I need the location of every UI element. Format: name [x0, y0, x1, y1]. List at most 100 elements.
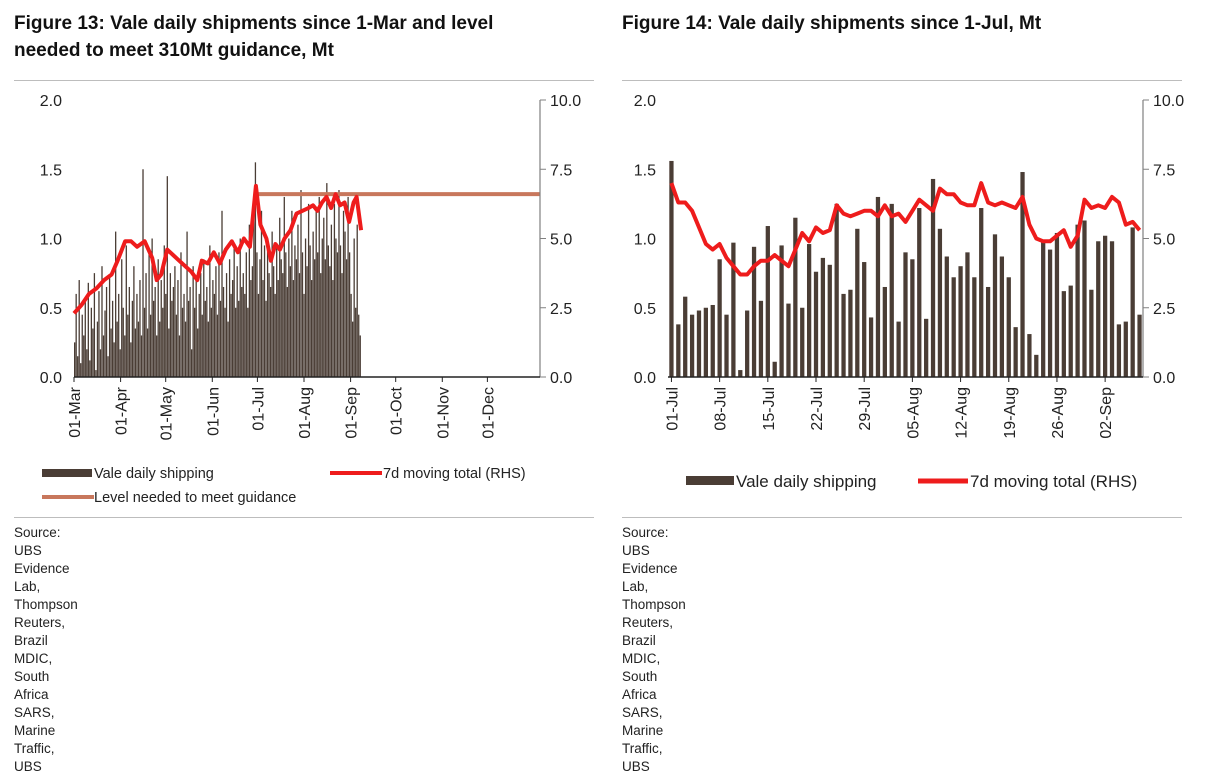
- figure-13-bar: [190, 349, 193, 377]
- figure-13-bar: [209, 245, 211, 377]
- figure-13-bar: [273, 266, 275, 377]
- figure-13-x-tick-label: 01-May: [159, 387, 176, 440]
- figure-13-bar: [304, 238, 307, 377]
- figure-14-right-tick-label: 2.5: [1153, 301, 1175, 318]
- figure-13-bar: [128, 286, 130, 377]
- figure-14-bar: [875, 196, 881, 377]
- figure-14-bar: [1068, 285, 1073, 377]
- figure-13-bar: [235, 307, 237, 377]
- figure-14-bar: [793, 217, 798, 377]
- figure-14-bar: [862, 262, 867, 377]
- figure-13-bar: [127, 314, 129, 377]
- figure-13-bar: [297, 224, 299, 377]
- figure-14-bar: [1020, 172, 1025, 377]
- figure-13-bar: [175, 314, 178, 377]
- figure-13-bar: [83, 335, 85, 377]
- figure-13-bar: [347, 196, 349, 377]
- figure-13-bar: [263, 245, 266, 377]
- figure-14-bar: [903, 252, 908, 377]
- figure-13-bar: [359, 335, 361, 377]
- figure-13-bar: [333, 203, 336, 377]
- figure-14-bar: [738, 370, 743, 377]
- figure-14-x-tick-label: 29-Jul: [857, 387, 874, 431]
- figure-13-bar: [269, 286, 272, 377]
- figure-14-bar: [696, 310, 702, 377]
- figure-13-bar: [254, 162, 257, 377]
- figure-14-bar: [855, 228, 860, 377]
- figure-13-bar: [271, 231, 273, 377]
- figure-13-bar: [111, 300, 114, 377]
- figure-13-axes: 2.0 1.5 1.0 0.5 0.0 10.0 7.5 5.0 2.5 0.0 01-Mar 01-…: [40, 93, 581, 440]
- figure-13-right-tick-label: 0.0: [550, 370, 572, 387]
- figure-13-bar: [338, 190, 340, 377]
- figure-13-bar: [224, 307, 226, 377]
- figure-13-bar: [159, 321, 161, 377]
- figure-14-moving-total-line: [669, 181, 1142, 277]
- figure-13-bar: [218, 252, 220, 377]
- figure-13-bar: [178, 335, 181, 377]
- figure-13-bar: [336, 252, 339, 377]
- figure-13-bar: [121, 259, 123, 377]
- figure-14-bar: [1096, 241, 1101, 377]
- figure-13-bar: [250, 280, 252, 377]
- figure-13-bar: [206, 286, 208, 377]
- figure-14-bar: [999, 256, 1005, 377]
- figure-13-title: Figure 13: Vale daily shipments since 1-…: [14, 10, 594, 64]
- figure-14-bar: [745, 310, 750, 377]
- figure-13-bar: [87, 282, 89, 377]
- figure-13-bar: [265, 300, 267, 377]
- figure-14-bar: [1006, 277, 1011, 377]
- figure-13-bar: [303, 293, 305, 377]
- figure-14-bar: [731, 242, 736, 377]
- figure-13-bar: [241, 286, 243, 377]
- figure-14-bar: [841, 293, 846, 377]
- figure-14-bar: [772, 361, 777, 377]
- figure-13-bar: [171, 300, 173, 377]
- figure-13-bar: [131, 300, 134, 377]
- figure-14-bar: [985, 286, 991, 377]
- figure-13-bar: [81, 314, 83, 377]
- figure-13-bar: [203, 259, 205, 377]
- figure-14-left-tick-label: 1.5: [634, 162, 656, 179]
- figure-13-bar: [110, 328, 112, 377]
- figure-13-bar: [300, 190, 302, 377]
- figure-13-bar: [332, 280, 334, 377]
- figure-13-bar: [108, 277, 111, 377]
- figure-13-bar: [197, 328, 199, 377]
- figure-14-bar: [924, 318, 929, 377]
- figure-13-bar: [104, 310, 106, 377]
- figure-13-bar: [276, 245, 278, 377]
- figure-13-bar: [207, 321, 209, 377]
- figure-14-bottom-rule: [622, 517, 1182, 518]
- figure-14-bar: [848, 289, 853, 377]
- figure-14-axes: 2.0 1.5 1.0 0.5 0.0 10.0 7.5 5.0 2.5 0.0 01-Jul 08-…: [634, 93, 1184, 439]
- figure-14-bar: [1013, 327, 1018, 377]
- figure-13-bar: [160, 280, 162, 377]
- figure-13-x-tick-label: 01-Oct: [389, 386, 406, 435]
- figure-13-bar: [84, 300, 86, 377]
- figure-13-bar: [77, 356, 79, 377]
- figure-14-bar: [827, 264, 832, 377]
- figure-13-bar: [358, 314, 360, 377]
- figure-13-bar: [215, 266, 217, 377]
- figure-13-bar: [266, 238, 269, 377]
- figure-13-bar: [317, 252, 319, 377]
- figure-13-bar: [324, 259, 326, 377]
- figure-14-x-tick-label: 22-Jul: [809, 387, 826, 431]
- figure-14-source-line1: Source: UBS Evidence Lab, Thompson Reute…: [622, 525, 686, 720]
- figure-14-bar: [1109, 241, 1115, 377]
- figure-13-bottom-rule: [14, 517, 594, 518]
- figure-13-bar: [259, 259, 261, 377]
- figure-14-x-tick-label: 26-Aug: [1050, 387, 1067, 439]
- figure-13-bar: [148, 252, 150, 377]
- figure-13-left-tick-label: 1.5: [40, 162, 62, 179]
- figure-13-bar: [107, 356, 109, 377]
- figure-13-chart: 2.0 1.5 1.0 0.5 0.0 10.0 7.5 5.0 2.5 0.0 01-Mar 01-…: [40, 93, 581, 506]
- figure-13-bar: [130, 342, 132, 377]
- figure-13-bar: [166, 176, 168, 377]
- figure-13-bar: [201, 314, 203, 377]
- figure-13-bar: [274, 293, 276, 377]
- figure-14-bar-series: [669, 160, 1142, 377]
- figure-14-bar: [820, 257, 826, 377]
- figure-13-left-tick-label: 2.0: [40, 93, 62, 110]
